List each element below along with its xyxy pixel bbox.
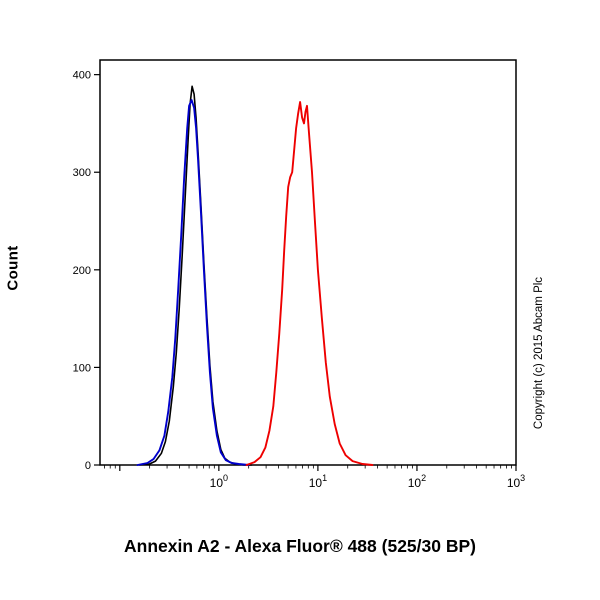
- black-curve: [138, 85, 253, 466]
- y-tick-label: 0: [85, 460, 91, 472]
- y-tick-label: 200: [73, 265, 91, 277]
- x-tick-label: 103: [507, 473, 525, 490]
- y-tick-label: 400: [73, 70, 91, 82]
- x-tick-label: 102: [408, 473, 426, 490]
- copyright-text: Copyright (c) 2015 Abcam Plc: [533, 276, 545, 430]
- y-tick-label: 100: [73, 362, 91, 374]
- y-axis-label: Count: [4, 245, 22, 291]
- x-tick-label: 100: [210, 473, 228, 490]
- blue-curve: [136, 99, 250, 466]
- y-tick-label: 300: [73, 167, 91, 179]
- red-curve: [245, 101, 374, 466]
- x-tick-label: 101: [309, 473, 327, 490]
- x-axis-title: Annexin A2 - Alexa Fluor® 488 (525/30 BP…: [124, 536, 476, 556]
